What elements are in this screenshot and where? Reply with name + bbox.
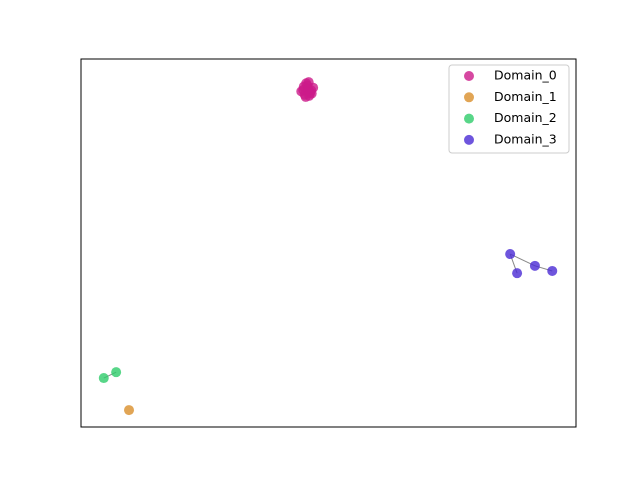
point — [547, 265, 558, 276]
point — [529, 260, 540, 271]
legend-label: Domain_0 — [494, 68, 557, 83]
legend-marker — [464, 71, 474, 81]
point — [111, 367, 122, 378]
legend-label: Domain_1 — [494, 89, 557, 104]
plot-frame — [80, 58, 577, 428]
point — [98, 373, 109, 384]
legend-label: Domain_3 — [494, 131, 557, 146]
point — [303, 77, 314, 88]
legend-marker — [464, 92, 474, 103]
legend-marker — [464, 113, 474, 124]
point — [505, 249, 516, 260]
point — [512, 268, 523, 279]
legend-marker — [464, 134, 474, 145]
legend-label: Domain_2 — [494, 110, 557, 125]
legend-box — [448, 64, 570, 154]
point — [300, 91, 311, 102]
point — [124, 405, 135, 416]
